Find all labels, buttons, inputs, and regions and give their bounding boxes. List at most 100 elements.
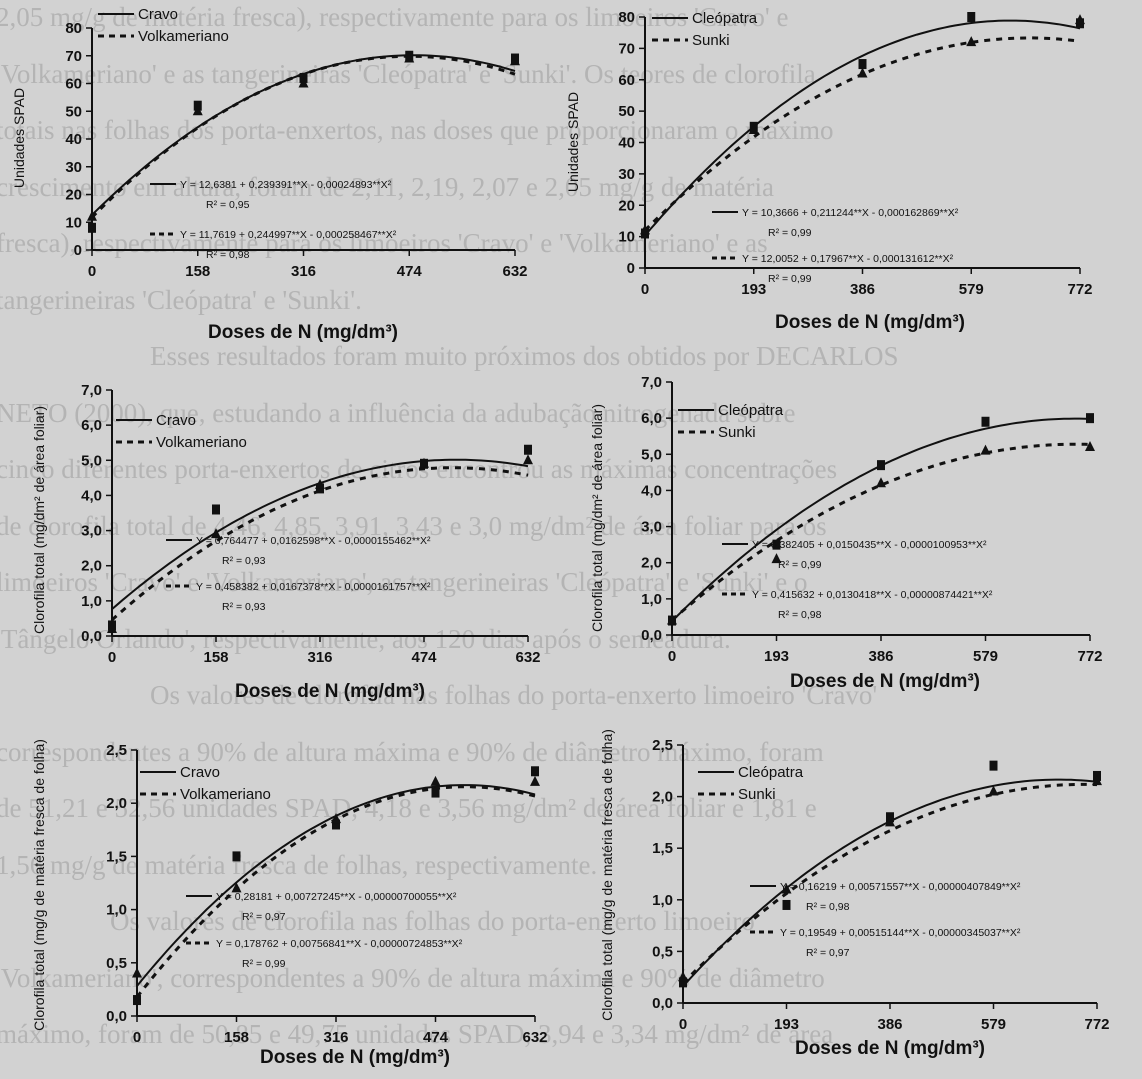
data-point-square	[858, 59, 867, 70]
y-tick-label: 3,0	[81, 523, 102, 540]
data-point-square	[524, 444, 532, 455]
legend-label: Sunki	[738, 786, 776, 803]
data-point-triangle	[231, 882, 242, 893]
background-text-line: fresca), respectivamente para os limoeir…	[0, 228, 768, 258]
data-point-triangle	[876, 477, 886, 488]
data-point-triangle	[1092, 775, 1102, 786]
y-tick-label: 2,0	[652, 789, 673, 806]
y-tick-label: 0	[627, 260, 635, 277]
regression-equation: Y = 0,178762 + 0,00756841**X - 0,0000072…	[216, 938, 463, 950]
background-text-line: 'Volkameriano' e as tangerineiras 'Cleóp…	[0, 58, 816, 89]
data-point-square	[133, 995, 141, 1006]
data-point-square	[989, 760, 998, 771]
x-tick-label: 632	[502, 263, 527, 280]
x-tick-label: 579	[981, 1016, 1006, 1033]
background-text-line: totais nas folhas dos porta-enxertos, na…	[0, 115, 834, 145]
x-tick-label: 579	[959, 281, 984, 298]
data-point-triangle	[530, 775, 540, 786]
y-tick-label: 0,5	[652, 943, 673, 960]
data-point-triangle	[132, 967, 142, 978]
legend-label: Cravo	[156, 412, 196, 429]
data-point-triangle	[331, 813, 341, 824]
regression-equation: Y = 0,764477 + 0,0162598**X - 0,00001554…	[196, 535, 431, 547]
y-axis-title: Unidades SPAD	[565, 92, 581, 192]
y-tick-label: 0,5	[106, 955, 127, 972]
data-point-triangle	[107, 622, 117, 633]
y-tick-label: 0,0	[81, 628, 102, 645]
y-tick-label: 2,0	[641, 555, 662, 572]
regression-equation: Y = 0,19549 + 0,00515144**X - 0,00000345…	[780, 927, 1021, 939]
r-squared: R² = 0,97	[806, 947, 850, 959]
x-tick-label: 0	[108, 649, 116, 666]
regression-equation: Y = 10,3666 + 0,211244**X - 0,000162869*…	[742, 207, 959, 219]
y-tick-label: 5,0	[81, 452, 102, 469]
data-point-triangle	[419, 457, 429, 468]
data-point-triangle	[857, 67, 868, 78]
background-text-line: Os valores de clorofila nas folhas do po…	[110, 906, 755, 936]
data-point-square	[88, 222, 96, 233]
r-squared: R² = 0,98	[778, 609, 822, 621]
regression-equation: Y = 0,458382 + 0,0167378**X - 0,00001617…	[196, 581, 431, 593]
data-point-triangle	[430, 775, 441, 786]
regression-equation: Y = 0,415632 + 0,0130418**X - 0,00000874…	[752, 589, 993, 601]
y-tick-label: 1,0	[106, 902, 127, 919]
x-tick-label: 0	[88, 263, 96, 280]
y-tick-label: 80	[65, 20, 82, 37]
y-tick-label: 3,0	[641, 519, 662, 536]
y-tick-label: 6,0	[81, 417, 102, 434]
data-point-triangle	[640, 224, 650, 235]
legend-label: Cravo	[180, 764, 220, 781]
x-tick-label: 474	[423, 1029, 449, 1046]
chart-clorofila-area-cravo-volkameriano: 0,0 1,0 2,0 3,0 4,0 5,0 6,0 7,0 0 158 316 474 632 Dos…	[31, 382, 541, 702]
data-point-square	[232, 851, 241, 862]
r-squared: R² = 0,99	[768, 273, 812, 285]
x-tick-label: 0	[679, 1016, 687, 1033]
x-tick-label: 193	[741, 281, 766, 298]
y-tick-label: 0	[74, 242, 82, 259]
y-tick-label: 30	[618, 166, 635, 183]
data-point-square	[877, 460, 885, 471]
y-tick-label: 50	[65, 103, 82, 120]
fit-curve-dashed	[111, 466, 529, 622]
chart-spad-cleopatra-sunki: 0 10 20 30 40 50 60 70 80 0 193 386 579 772 Doses de N…	[565, 9, 1093, 333]
chart-clorofila-massa-cravo-volkameriano: 0,0 0,5 1,0 1,5 2,0 2,5 0 158 316 474 632 Doses de …	[31, 739, 548, 1068]
background-text-line: Esses resultados foram muito próximos do…	[150, 341, 899, 371]
y-tick-label: 6,0	[641, 410, 662, 427]
y-tick-label: 40	[65, 131, 82, 148]
legend-label: Sunki	[718, 424, 756, 441]
data-point-triangle	[771, 553, 782, 564]
data-point-square	[531, 766, 539, 777]
y-tick-label: 20	[618, 197, 635, 214]
x-axis-title: Doses de N (mg/dm³)	[775, 312, 965, 333]
data-point-triangle	[781, 883, 792, 894]
x-tick-label: 386	[868, 648, 893, 665]
background-text-line: 1,56 mg/g de matéria fresca de folhas, r…	[0, 849, 598, 880]
x-tick-label: 316	[291, 263, 316, 280]
x-axis-title: Doses de N (mg/dm³)	[260, 1047, 450, 1068]
data-point-triangle	[988, 785, 999, 796]
x-tick-label: 158	[224, 1029, 249, 1046]
data-point-square	[679, 977, 687, 988]
data-point-triangle	[192, 105, 203, 116]
y-tick-label: 7,0	[81, 382, 102, 399]
background-text-line: 'Tângelo Orlando', respectivamente, aos …	[0, 623, 731, 654]
r-squared: R² = 0,97	[242, 911, 286, 923]
y-axis-title: Clorofila total (mg/g de matéria fresca …	[31, 739, 47, 1031]
x-tick-label: 0	[641, 281, 649, 298]
r-squared: R² = 0,95	[206, 199, 250, 211]
data-point-square	[782, 899, 791, 910]
r-squared: R² = 0,99	[242, 958, 286, 970]
r-squared: R² = 0,99	[768, 227, 812, 239]
x-tick-label: 632	[522, 1029, 547, 1046]
regression-equation: Y = 12,0052 + 0,17967**X - 0,000131612**…	[742, 253, 954, 265]
r-squared: R² = 0,99	[778, 559, 822, 571]
legend-label: Cleópatra	[738, 764, 804, 781]
data-point-square	[981, 416, 990, 427]
data-point-triangle	[966, 36, 977, 47]
y-tick-label: 1,5	[652, 840, 673, 857]
r-squared: R² = 0,98	[206, 249, 250, 261]
x-tick-label: 772	[1077, 648, 1102, 665]
data-point-triangle	[510, 55, 520, 66]
regression-equation: Y = 12,6381 + 0,239391**X - 0,00024893**…	[180, 179, 392, 191]
